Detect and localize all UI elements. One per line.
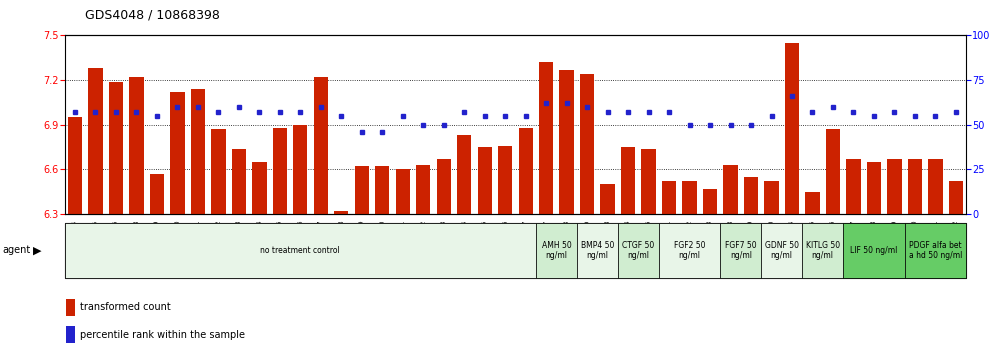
Bar [536,223,577,278]
Bar [252,162,267,214]
Bar [844,223,904,278]
Text: KITLG 50
ng/ml: KITLG 50 ng/ml [806,241,840,260]
Bar [457,135,471,214]
Bar [436,159,451,214]
Text: transformed count: transformed count [80,302,170,312]
Bar [867,162,881,214]
Bar [89,68,103,214]
Bar [416,165,430,214]
Bar [785,43,799,214]
Bar [273,128,287,214]
Bar [129,77,143,214]
Bar [190,89,205,214]
Text: agent: agent [2,245,30,256]
Text: FGF7 50
ng/ml: FGF7 50 ng/ml [725,241,757,260]
Bar [703,189,717,214]
Bar [621,147,635,214]
Bar [847,159,861,214]
Text: PDGF alfa bet
a hd 50 ng/ml: PDGF alfa bet a hd 50 ng/ml [908,241,962,260]
Bar [334,211,349,214]
Bar [170,92,184,214]
Bar [682,181,697,214]
Bar [949,181,963,214]
Text: ▶: ▶ [33,245,42,256]
Text: BMP4 50
ng/ml: BMP4 50 ng/ml [581,241,615,260]
Text: percentile rank within the sample: percentile rank within the sample [80,330,245,340]
Bar [658,223,720,278]
Bar [560,70,574,214]
Bar [355,166,369,214]
Bar [907,159,922,214]
Bar [618,223,658,278]
Bar [375,166,389,214]
Bar [109,81,124,214]
Bar [66,326,76,343]
Bar [149,174,164,214]
Bar [293,125,308,214]
Bar [211,129,225,214]
Bar [806,192,820,214]
Bar [66,299,76,315]
Bar [887,159,901,214]
Text: GDS4048 / 10868398: GDS4048 / 10868398 [85,9,219,22]
Bar [314,77,328,214]
Bar [539,62,554,214]
Bar [477,147,492,214]
Text: CTGF 50
ng/ml: CTGF 50 ng/ml [622,241,654,260]
Bar [904,223,966,278]
Bar [802,223,844,278]
Bar [68,117,82,214]
Bar [662,181,676,214]
Bar [232,149,246,214]
Text: AMH 50
ng/ml: AMH 50 ng/ml [542,241,572,260]
Text: no treatment control: no treatment control [260,246,341,255]
Text: GDNF 50
ng/ml: GDNF 50 ng/ml [765,241,799,260]
Bar [577,223,618,278]
Bar [641,149,655,214]
Bar [395,170,410,214]
Bar [928,159,942,214]
Bar [580,74,595,214]
Bar [601,184,615,214]
Bar [744,177,758,214]
Bar [720,223,761,278]
Bar [826,129,841,214]
Bar [761,223,802,278]
Bar [723,165,738,214]
Text: FGF2 50
ng/ml: FGF2 50 ng/ml [674,241,705,260]
Bar [498,145,512,214]
Bar [65,223,536,278]
Bar [519,128,533,214]
Bar [764,181,779,214]
Text: LIF 50 ng/ml: LIF 50 ng/ml [851,246,897,255]
